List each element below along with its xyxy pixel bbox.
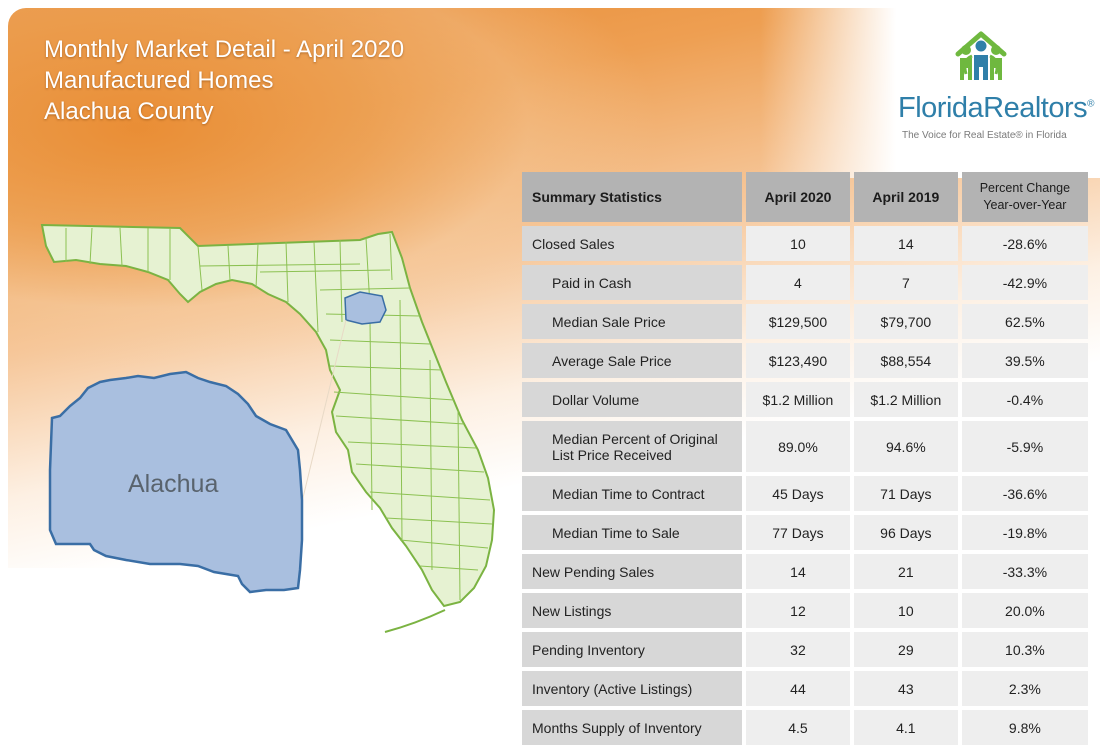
- logo-wordmark: FloridaRealtors®: [898, 92, 1095, 125]
- cell-april-2019: 96 Days: [853, 515, 958, 550]
- table-row: Pending Inventory 32 29 10.3%: [522, 632, 1088, 667]
- cell-percent-change: 62.5%: [961, 304, 1088, 339]
- table-row: Closed Sales 10 14 -28.6%: [522, 226, 1088, 261]
- florida-realtors-logo: FloridaRealtors® The Voice for Real Esta…: [880, 28, 1095, 148]
- cell-april-2020: 14: [746, 554, 850, 589]
- table-row: Median Sale Price $129,500 $79,700 62.5%: [522, 304, 1088, 339]
- zoom-connector: [299, 319, 347, 511]
- row-label-line2: List Price Received: [552, 446, 672, 463]
- row-label-line1: Median Percent of Original: [552, 430, 718, 447]
- header-pct-line2: Year-over-Year: [983, 198, 1067, 212]
- cell-percent-change: -19.8%: [961, 515, 1088, 550]
- cell-april-2019: 4.1: [853, 710, 958, 745]
- cell-april-2020: 10: [746, 226, 850, 261]
- table-row: New Pending Sales 14 21 -33.3%: [522, 554, 1088, 589]
- cell-percent-change: 2.3%: [961, 671, 1088, 706]
- cell-percent-change: -28.6%: [961, 226, 1088, 261]
- cell-percent-change: -42.9%: [961, 265, 1088, 300]
- cell-percent-change: 39.5%: [961, 343, 1088, 378]
- cell-april-2020: 4: [746, 265, 850, 300]
- row-label: Closed Sales: [522, 226, 742, 261]
- header-april-2019: April 2019: [853, 172, 958, 222]
- row-label: Paid in Cash: [522, 265, 742, 300]
- people-house-icon: [955, 31, 1007, 80]
- cell-april-2019: 10: [853, 593, 958, 628]
- cell-april-2019: 14: [853, 226, 958, 261]
- cell-april-2019: $88,554: [853, 343, 958, 378]
- cell-april-2020: $123,490: [746, 343, 850, 378]
- cell-april-2019: 94.6%: [853, 421, 958, 472]
- title-line-1: Monthly Market Detail - April 2020: [44, 36, 405, 63]
- cell-april-2020: 44: [746, 671, 850, 706]
- cell-april-2020: 32: [746, 632, 850, 667]
- logo-tagline: The Voice for Real Estate® in Florida: [902, 130, 1067, 141]
- title-line-2: Manufactured Homes: [44, 67, 274, 94]
- cell-percent-change: -5.9%: [961, 421, 1088, 472]
- cell-percent-change: 9.8%: [961, 710, 1088, 745]
- row-label: Inventory (Active Listings): [522, 671, 742, 706]
- cell-april-2019: $79,700: [853, 304, 958, 339]
- cell-april-2020: 45 Days: [746, 476, 850, 511]
- row-label: Median Sale Price: [522, 304, 742, 339]
- table-row: Dollar Volume $1.2 Million $1.2 Million …: [522, 382, 1088, 417]
- alachua-county-label: Alachua: [128, 470, 219, 498]
- cell-april-2020: $129,500: [746, 304, 850, 339]
- cell-april-2019: $1.2 Million: [853, 382, 958, 417]
- table-row: Median Time to Sale 77 Days 96 Days -19.…: [522, 515, 1088, 550]
- row-label: Median Time to Contract: [522, 476, 742, 511]
- cell-april-2020: 77 Days: [746, 515, 850, 550]
- table-row: Paid in Cash 4 7 -42.9%: [522, 265, 1088, 300]
- page-title: Monthly Market Detail - April 2020 Manuf…: [44, 34, 404, 127]
- table-row: New Listings 12 10 20.0%: [522, 593, 1088, 628]
- cell-april-2020: $1.2 Million: [746, 382, 850, 417]
- table-row: Median Time to Contract 45 Days 71 Days …: [522, 476, 1088, 511]
- cell-april-2019: 29: [853, 632, 958, 667]
- title-line-3: Alachua County: [44, 98, 214, 125]
- logo-name-text: FloridaRealtors: [898, 92, 1088, 124]
- summary-statistics-table: Summary Statistics April 2020 April 2019…: [518, 168, 1092, 749]
- cell-april-2019: 7: [853, 265, 958, 300]
- row-label: Dollar Volume: [522, 382, 742, 417]
- row-label: New Pending Sales: [522, 554, 742, 589]
- cell-percent-change: -36.6%: [961, 476, 1088, 511]
- cell-april-2020: 89.0%: [746, 421, 850, 472]
- header-april-2020: April 2020: [746, 172, 850, 222]
- cell-percent-change: 20.0%: [961, 593, 1088, 628]
- alachua-county-highlight: [344, 291, 387, 325]
- cell-april-2020: 12: [746, 593, 850, 628]
- table-row: Months Supply of Inventory 4.5 4.1 9.8%: [522, 710, 1088, 745]
- alachua-county-enlarged: [48, 370, 304, 594]
- header-percent-change: Percent Change Year-over-Year: [961, 172, 1088, 222]
- table-header-row: Summary Statistics April 2020 April 2019…: [522, 172, 1088, 222]
- logo-registered-mark: ®: [1087, 98, 1095, 110]
- cell-april-2019: 71 Days: [853, 476, 958, 511]
- row-label: Pending Inventory: [522, 632, 742, 667]
- cell-april-2019: 21: [853, 554, 958, 589]
- cell-april-2019: 43: [853, 671, 958, 706]
- header-summary-statistics: Summary Statistics: [522, 172, 742, 222]
- row-label: Average Sale Price: [522, 343, 742, 378]
- florida-map: [40, 223, 496, 633]
- row-label: New Listings: [522, 593, 742, 628]
- row-label: Median Percent of Original List Price Re…: [522, 421, 742, 472]
- cell-percent-change: -33.3%: [961, 554, 1088, 589]
- table-row: Average Sale Price $123,490 $88,554 39.5…: [522, 343, 1088, 378]
- cell-april-2020: 4.5: [746, 710, 850, 745]
- cell-percent-change: -0.4%: [961, 382, 1088, 417]
- table-row: Inventory (Active Listings) 44 43 2.3%: [522, 671, 1088, 706]
- cell-percent-change: 10.3%: [961, 632, 1088, 667]
- header-pct-line1: Percent Change: [979, 181, 1071, 195]
- row-label: Median Time to Sale: [522, 515, 742, 550]
- row-label: Months Supply of Inventory: [522, 710, 742, 745]
- table-row: Median Percent of Original List Price Re…: [522, 421, 1088, 472]
- banner-fade: [760, 8, 1100, 178]
